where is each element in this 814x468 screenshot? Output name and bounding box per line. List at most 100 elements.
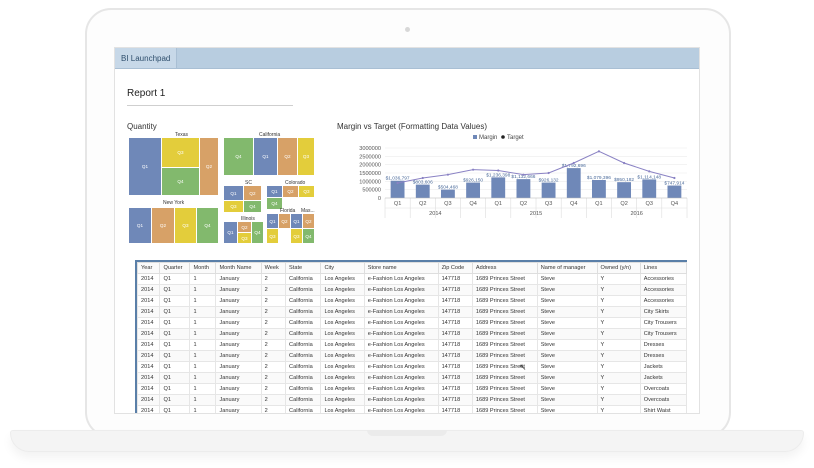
table-cell: Y xyxy=(596,339,641,351)
treemap-cell[interactable]: Q1 xyxy=(267,214,278,228)
data-table-container[interactable]: Year Quarter Month Month Name Week State City S… xyxy=(135,260,688,413)
column-header[interactable]: Month xyxy=(189,262,217,274)
treemap-cell[interactable]: Q4 xyxy=(197,208,218,243)
tab-bi-launchpad[interactable]: BI Launchpad xyxy=(115,48,178,68)
table-cell: Shirt Waist xyxy=(639,405,688,413)
table-cell: e-Fashion Los Angeles xyxy=(363,317,439,329)
legend-target-marker xyxy=(501,135,505,139)
margin-bar xyxy=(541,182,556,198)
table-cell: 147718 xyxy=(437,361,473,373)
table-row[interactable]: 2014 Q1 1 January 2 California Los Angeles e-Fa… xyxy=(136,295,688,307)
treemap-cell[interactable]: Q3 xyxy=(298,138,314,175)
treemap-cell[interactable]: Q1 xyxy=(254,138,277,175)
table-cell: 1689 Princes Street xyxy=(471,361,538,373)
x-year-label: 2016 xyxy=(630,211,642,217)
table-cell: 147718 xyxy=(437,350,473,362)
treemap-cell[interactable]: Q2 xyxy=(244,186,261,200)
treemap-cell[interactable]: Q3 xyxy=(162,138,199,167)
table-row[interactable]: 2014 Q1 1 January 2 California Los Angeles e-Fa… xyxy=(136,306,688,318)
target-point xyxy=(446,173,450,176)
x-tick-label: Q4 xyxy=(469,201,476,207)
treemap-cell[interactable]: Q3 xyxy=(299,186,314,197)
x-tick-label: Q4 xyxy=(570,201,577,207)
table-row[interactable]: 2014 Q1 1 January 2 California Los Angeles e-Fa… xyxy=(136,383,688,395)
column-header[interactable]: Owned (y/n) xyxy=(596,262,641,274)
table-row[interactable]: 2014 Q1 1 January 2 California Los Angeles e-Fa… xyxy=(136,361,688,373)
treemap-cell[interactable]: Q1 xyxy=(291,214,302,228)
treemap-cell[interactable]: Q2 xyxy=(200,138,218,195)
margin-target-chart[interactable]: Margin Target 3000000 2500000 2000000 1500000… xyxy=(333,132,693,252)
column-header[interactable]: Week xyxy=(260,262,287,274)
table-cell: Jackets xyxy=(639,372,688,384)
table-row[interactable]: 2014 Q1 1 January 2 California Los Angeles e-Fa… xyxy=(136,339,688,351)
table-row[interactable]: 2014 Q1 1 January 2 California Los Angeles e-Fa… xyxy=(136,372,688,384)
treemap-cell[interactable]: Q1 xyxy=(129,138,161,195)
treemap-cell[interactable]: Q2 xyxy=(238,222,251,232)
column-header[interactable]: Name of manager xyxy=(536,262,598,274)
table-cell: 1 xyxy=(189,306,217,318)
quantity-title: Quantity xyxy=(127,122,157,131)
report-title[interactable]: Report 1 xyxy=(127,88,166,99)
target-point xyxy=(396,181,399,185)
treemap-cell[interactable]: Q2 xyxy=(303,214,314,228)
table-cell: 2 xyxy=(260,306,287,318)
data-label: $1,079,396 xyxy=(587,175,611,181)
treemap-cell[interactable]: Q2 xyxy=(283,186,298,197)
quantity-treemap[interactable]: Texas Q1 Q3 Q4 Q2 New York Q1 Q2 Q3 Q4 California Q… xyxy=(129,132,324,244)
table-cell: 1689 Princes Street xyxy=(471,339,538,351)
column-header[interactable]: Quarter xyxy=(159,262,191,274)
table-row[interactable]: 2014 Q1 1 January 2 California Los Angeles e-Fa… xyxy=(136,350,688,362)
treemap-cell[interactable]: Q4 xyxy=(303,229,314,243)
column-header[interactable]: Lines xyxy=(639,262,688,274)
treemap-cell[interactable]: Q2 xyxy=(279,214,290,228)
column-header[interactable]: Store name xyxy=(363,262,439,274)
treemap-cell[interactable]: Q4 xyxy=(267,198,282,209)
data-label: $504,468 xyxy=(438,185,458,191)
treemap-cell[interactable]: Q1 xyxy=(129,208,151,243)
treemap-cell[interactable]: Q3 xyxy=(267,229,278,243)
table-cell: 1689 Princes Street xyxy=(471,383,538,395)
treemap-group-label: Illinois xyxy=(241,216,255,222)
margin-bar xyxy=(415,184,430,198)
treemap-cell[interactable]: Q3 xyxy=(291,229,302,243)
treemap-cell[interactable]: Q2 xyxy=(278,138,297,175)
table-cell: 2 xyxy=(260,383,287,395)
column-header[interactable]: City xyxy=(320,262,365,274)
data-table: Year Quarter Month Month Name Week State City S… xyxy=(136,262,688,413)
treemap-cell[interactable]: Q1 xyxy=(267,186,282,197)
table-row[interactable]: 2014 Q1 1 January 2 California Los Angeles e-Fa… xyxy=(136,273,688,285)
column-header[interactable]: Zip Code xyxy=(437,262,473,274)
table-row[interactable]: 2014 Q1 1 January 2 California Los Angeles e-Fa… xyxy=(136,394,688,406)
column-header[interactable]: Address xyxy=(471,262,538,274)
table-cell: January xyxy=(215,405,262,413)
y-tick-label: 0 xyxy=(378,196,381,202)
table-cell: City Skirts xyxy=(639,306,688,318)
table-row[interactable]: 2014 Q1 1 January 2 California Los Angeles e-Fa… xyxy=(136,328,688,340)
y-tick-label: 3000000 xyxy=(359,146,381,152)
table-header-row: Year Quarter Month Month Name Week State City S… xyxy=(136,262,688,274)
treemap-cell[interactable]: Q3 xyxy=(175,208,196,243)
treemap-cell[interactable]: Q4 xyxy=(224,138,253,175)
table-cell: January xyxy=(215,284,262,296)
table-row[interactable]: 2014 Q1 1 January 2 California Los Angeles e-Fa… xyxy=(136,317,688,329)
treemap-cell[interactable]: Q3 xyxy=(238,233,251,243)
table-row[interactable]: 2014 Q1 1 January 2 California Los Angeles e-Fa… xyxy=(136,405,688,413)
table-cell: Jackets xyxy=(639,361,688,373)
treemap-cell[interactable]: Q4 xyxy=(244,201,261,212)
table-cell: 1689 Princes Street xyxy=(471,405,538,413)
table-cell: 147718 xyxy=(437,339,473,351)
treemap-cell[interactable]: Q1 xyxy=(224,186,243,200)
treemap-cell[interactable]: Q4 xyxy=(252,222,263,243)
treemap-cell[interactable]: Q1 xyxy=(224,222,237,243)
treemap-cell[interactable]: Q3 xyxy=(224,201,243,212)
column-header[interactable]: Month Name xyxy=(215,262,262,274)
column-header[interactable]: State xyxy=(285,262,322,274)
treemap-cell[interactable]: Q2 xyxy=(152,208,174,243)
table-cell: Accessories xyxy=(639,295,688,307)
target-point xyxy=(421,176,424,180)
column-header[interactable]: Year xyxy=(136,262,161,274)
treemap-group-label: SC xyxy=(245,180,252,186)
table-cell: Steve xyxy=(536,306,598,318)
treemap-cell[interactable]: Q4 xyxy=(162,168,199,195)
table-row[interactable]: 2014 Q1 1 January 2 California Los Angeles e-Fa… xyxy=(136,284,688,296)
